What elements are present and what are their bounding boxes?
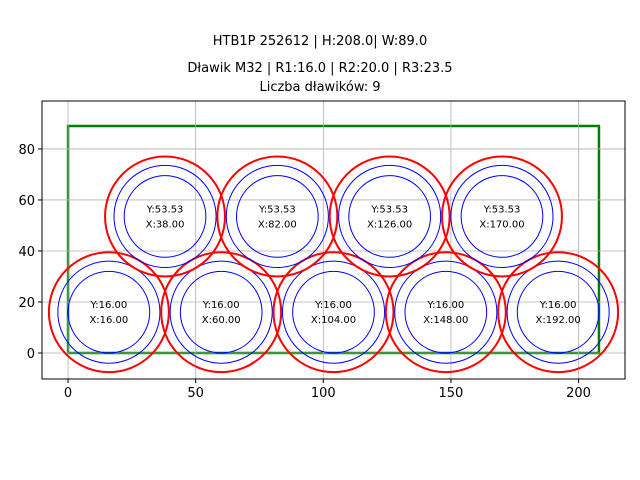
gland-circle-r3: [384, 251, 507, 374]
gland-circle-r3: [497, 251, 620, 374]
x-tick-label: 150: [439, 386, 464, 401]
x-tick-label: 200: [566, 386, 591, 401]
gland-circle-r2: [225, 164, 329, 269]
gland-circle-r1: [292, 270, 375, 354]
gland-circle-r2: [506, 260, 610, 364]
x-tick-label: 50: [187, 386, 204, 401]
gland-y-label: Y:53.53: [483, 204, 521, 215]
gland-circle-r2: [450, 164, 554, 269]
gland-circle-r2: [338, 164, 442, 269]
gland-circle-r1: [460, 175, 544, 258]
gland-y-label: Y:16.00: [202, 300, 240, 311]
y-tick-label: 80: [18, 143, 35, 158]
x-tick-label: 0: [64, 386, 72, 401]
gland-x-label: X:192.00: [536, 315, 581, 326]
chart-count: Liczba dławików: 9: [259, 80, 381, 95]
gland-x-label: X:104.00: [311, 315, 356, 326]
gland-y-label: Y:53.53: [146, 204, 184, 215]
gland-circle-r2: [169, 260, 273, 364]
gland-y-label: Y:16.00: [314, 300, 352, 311]
gland-x-label: X:148.00: [423, 315, 468, 326]
gland-circle-r1: [348, 175, 431, 258]
gland-circle-r1: [123, 175, 207, 258]
gland-circle-r1: [67, 270, 151, 354]
chart-title: HTB1P 252612 | H:208.0| W:89.0: [212, 34, 428, 49]
gland-x-label: X:126.00: [367, 219, 412, 230]
x-tick-label: 100: [311, 386, 336, 401]
gland-circle-r1: [236, 175, 319, 258]
gland-circle-r1: [179, 270, 263, 354]
gland-x-label: X:170.00: [479, 219, 524, 230]
gland-circle-r3: [160, 251, 283, 374]
y-tick-label: 40: [18, 245, 35, 260]
axes-frame: [41, 100, 626, 380]
gland-x-label: X:38.00: [146, 219, 185, 230]
gland-circle-r1: [516, 270, 600, 354]
gland-circle-r2: [281, 260, 386, 364]
y-tick-label: 60: [18, 194, 35, 209]
gland-y-label: Y:16.00: [539, 300, 577, 311]
gland-circle-r2: [113, 164, 217, 269]
gland-circle-r1: [404, 270, 488, 354]
gland-circle-r2: [57, 260, 161, 364]
gland-circle-r3: [216, 155, 339, 278]
chart-subtitle: Dławik M32 | R1:16.0 | R2:20.0 | R3:23.5: [187, 61, 453, 76]
gland-circle-r3: [440, 155, 563, 278]
gland-x-label: X:82.00: [258, 219, 297, 230]
gland-y-label: Y:16.00: [89, 300, 127, 311]
gland-y-label: Y:53.53: [258, 204, 296, 215]
gland-circle-r3: [272, 251, 395, 374]
gland-x-label: X:16.00: [89, 315, 128, 326]
gland-circle-r2: [394, 260, 498, 364]
y-tick-label: 20: [18, 296, 35, 311]
gland-y-label: Y:16.00: [426, 300, 464, 311]
gland-circle-r3: [47, 251, 170, 374]
gland-circle-r3: [328, 155, 451, 278]
gland-x-label: X:60.00: [202, 315, 241, 326]
gland-y-label: Y:53.53: [370, 204, 408, 215]
y-tick-label: 0: [27, 347, 35, 362]
gland-circle-r3: [104, 155, 227, 278]
glands-group: Y:16.00 X:16.00 Y:16.00 X:60.00 Y:16.00 X:104…: [47, 155, 620, 374]
